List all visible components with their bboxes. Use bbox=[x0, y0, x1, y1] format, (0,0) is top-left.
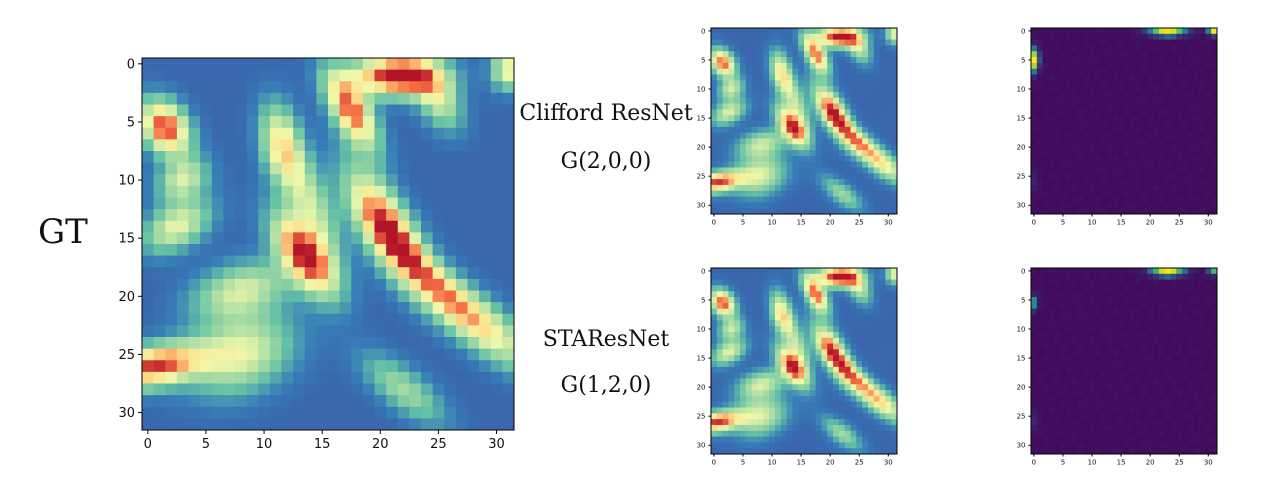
y-tick-label: 5 bbox=[701, 56, 705, 64]
y-tick-label: 30 bbox=[697, 202, 706, 210]
x-tick-label: 15 bbox=[314, 437, 331, 452]
x-tick-label: 0 bbox=[712, 459, 716, 467]
y-tick-label: 0 bbox=[1021, 267, 1025, 275]
y-tick-label: 25 bbox=[1017, 173, 1026, 181]
x-tick-label: 25 bbox=[430, 437, 447, 452]
x-tick-label: 15 bbox=[797, 219, 806, 227]
y-tick-label: 0 bbox=[701, 267, 705, 275]
x-tick-label: 30 bbox=[1204, 219, 1213, 227]
model-2-algebra: G(1,2,0) bbox=[560, 373, 652, 398]
x-tick-label: 20 bbox=[1146, 459, 1155, 467]
y-tick-label: 5 bbox=[1021, 296, 1025, 304]
y-tick-label: 0 bbox=[701, 27, 705, 35]
y-tick-label: 10 bbox=[118, 174, 135, 189]
y-tick-label: 0 bbox=[127, 57, 135, 72]
x-tick-label: 10 bbox=[768, 459, 777, 467]
y-tick-label: 15 bbox=[118, 232, 135, 247]
x-tick-label: 10 bbox=[1088, 459, 1097, 467]
x-tick-label: 10 bbox=[768, 219, 777, 227]
y-tick-label: 10 bbox=[697, 325, 706, 333]
x-tick-label: 30 bbox=[884, 219, 893, 227]
model-1-name: Clifford ResNet bbox=[519, 101, 693, 126]
y-tick-label: 25 bbox=[697, 413, 706, 421]
x-tick-label: 5 bbox=[1061, 219, 1065, 227]
x-tick-label: 5 bbox=[202, 437, 210, 452]
x-tick-label: 30 bbox=[884, 459, 893, 467]
y-tick-label: 5 bbox=[127, 115, 135, 130]
x-tick-label: 5 bbox=[741, 219, 745, 227]
y-tick-label: 30 bbox=[118, 406, 135, 421]
model-1-algebra: G(2,0,0) bbox=[560, 149, 652, 174]
x-tick-label: 0 bbox=[1032, 459, 1036, 467]
y-tick-label: 5 bbox=[1021, 56, 1025, 64]
x-tick-label: 15 bbox=[1117, 459, 1126, 467]
x-tick-label: 5 bbox=[1061, 459, 1065, 467]
x-tick-label: 0 bbox=[144, 437, 152, 452]
y-tick-label: 15 bbox=[697, 355, 706, 363]
y-tick-label: 15 bbox=[1017, 355, 1026, 363]
x-tick-label: 15 bbox=[797, 459, 806, 467]
y-tick-label: 25 bbox=[118, 348, 135, 363]
y-tick-label: 25 bbox=[1017, 413, 1026, 421]
y-tick-label: 15 bbox=[697, 115, 706, 123]
x-tick-label: 30 bbox=[1204, 459, 1213, 467]
x-tick-label: 10 bbox=[1088, 219, 1097, 227]
y-tick-label: 15 bbox=[1017, 115, 1026, 123]
y-tick-label: 20 bbox=[1017, 144, 1026, 152]
y-tick-label: 30 bbox=[697, 442, 706, 450]
x-tick-label: 10 bbox=[256, 437, 273, 452]
y-tick-label: 30 bbox=[1017, 442, 1026, 450]
x-tick-label: 25 bbox=[1175, 219, 1184, 227]
y-tick-label: 5 bbox=[701, 296, 705, 304]
y-tick-label: 10 bbox=[697, 85, 706, 93]
x-tick-label: 20 bbox=[826, 459, 835, 467]
y-tick-label: 20 bbox=[118, 290, 135, 305]
gt-title: GT bbox=[38, 212, 88, 252]
y-tick-label: 25 bbox=[697, 173, 706, 181]
y-tick-label: 0 bbox=[1021, 27, 1025, 35]
x-tick-label: 20 bbox=[1146, 219, 1155, 227]
y-tick-label: 10 bbox=[1017, 325, 1026, 333]
y-tick-label: 30 bbox=[1017, 202, 1026, 210]
model-2-name: STAResNet bbox=[542, 327, 670, 352]
x-tick-label: 25 bbox=[855, 219, 864, 227]
y-tick-label: 20 bbox=[697, 144, 706, 152]
x-tick-label: 5 bbox=[741, 459, 745, 467]
x-tick-label: 0 bbox=[1032, 219, 1036, 227]
x-tick-label: 30 bbox=[488, 437, 505, 452]
y-tick-label: 10 bbox=[1017, 85, 1026, 93]
x-tick-label: 25 bbox=[1175, 459, 1184, 467]
x-tick-label: 20 bbox=[372, 437, 389, 452]
x-tick-label: 25 bbox=[855, 459, 864, 467]
x-tick-label: 15 bbox=[1117, 219, 1126, 227]
x-tick-label: 0 bbox=[712, 219, 716, 227]
y-tick-label: 20 bbox=[697, 384, 706, 392]
x-tick-label: 20 bbox=[826, 219, 835, 227]
y-tick-label: 20 bbox=[1017, 384, 1026, 392]
